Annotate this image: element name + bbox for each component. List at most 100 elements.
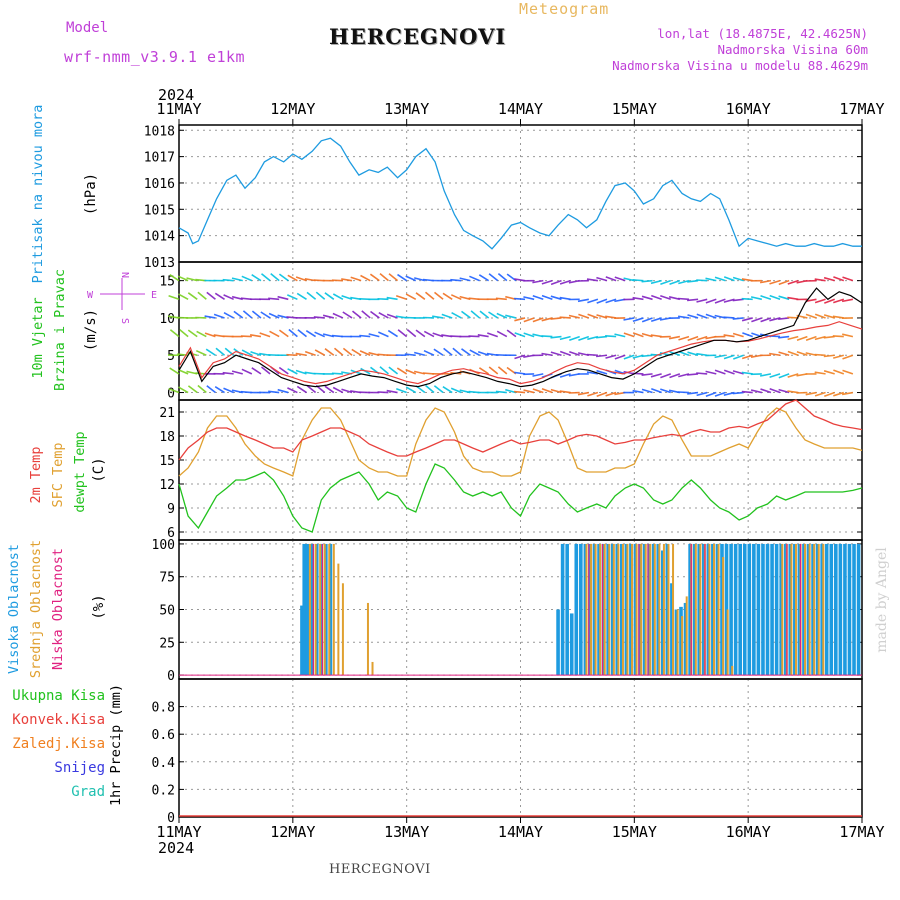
wind-arrow	[514, 297, 526, 301]
cloud-high-bar	[579, 543, 583, 676]
wind-arrow	[550, 351, 562, 357]
wind-arrow	[223, 311, 235, 319]
cloud-high-bar	[720, 543, 724, 676]
cloud-high-bar	[300, 605, 304, 676]
wind-arrow	[832, 335, 844, 338]
cloud-high-bar	[665, 543, 670, 676]
temp-title-2: SFC Temp	[50, 442, 66, 507]
wind-arrow	[714, 276, 726, 282]
wind-arrow	[842, 276, 854, 282]
wind-arrow	[206, 291, 216, 300]
watermark: made by Angel	[874, 547, 890, 653]
wind-arrow	[741, 297, 753, 301]
wind-arrow	[261, 273, 271, 282]
wind-arrow	[315, 291, 326, 300]
wind-arrow	[204, 332, 216, 338]
ytick-label: 0.4	[152, 756, 176, 771]
wind-title-1: 10m Vjetar	[30, 297, 46, 378]
wind-arrow	[459, 277, 471, 282]
wind-arrow	[541, 352, 553, 357]
wind-arrow	[450, 294, 462, 301]
wind-arrow	[605, 354, 617, 359]
wind-arrow	[406, 328, 417, 338]
wind-arrow	[333, 347, 344, 356]
ytick-label: 10	[159, 312, 175, 327]
wind-arrow	[559, 335, 571, 341]
x-label-top: 14MAY	[498, 100, 543, 118]
wind-arrow	[296, 385, 307, 394]
wind-arrow	[660, 295, 672, 301]
wind-unit: (m/s)	[83, 309, 99, 351]
wind-arrow	[732, 298, 744, 302]
cloud-high-bar	[569, 613, 574, 676]
wind-arrow	[287, 274, 298, 282]
wind-arrow	[714, 369, 726, 375]
ytick-label: 9	[167, 502, 175, 517]
cloud-mid-bar	[590, 543, 593, 676]
cloud-high-bar	[629, 543, 633, 676]
wind-arrow	[605, 298, 617, 304]
wind-arrow	[451, 311, 462, 319]
cloud-low-bar	[704, 543, 706, 676]
wind-arrow	[523, 317, 535, 323]
ytick-label: 6	[167, 526, 175, 541]
wind-arrow	[187, 329, 198, 338]
wind-arrow	[632, 296, 644, 301]
cloud-high-bar	[820, 543, 824, 676]
wind-arrow	[723, 369, 735, 375]
wind-arrow	[404, 353, 416, 357]
cloud-mid-bar	[667, 543, 670, 676]
precip-legend-item: Zaledj.Kisa	[12, 736, 105, 752]
cloud-high-bar	[715, 543, 720, 676]
wind-arrow	[824, 298, 835, 304]
cloud-high-bar	[305, 543, 310, 676]
wind-arrow	[650, 279, 662, 285]
cloud-mid-bar	[617, 543, 620, 676]
wind-arrow	[395, 295, 407, 301]
wind-arrow	[505, 314, 517, 319]
wind-arrow	[324, 348, 335, 356]
wind-arrow	[769, 373, 781, 379]
wind-arrow	[168, 295, 180, 301]
cloud-mid-bar	[608, 543, 611, 676]
wind-arrow	[213, 313, 225, 319]
cloud-mid-bar	[341, 583, 344, 676]
wind-arrow	[204, 315, 216, 319]
cloud-title-2: Srednja Oblacnost	[28, 540, 44, 678]
wind-arrow	[778, 335, 790, 339]
wind-arrow	[342, 311, 353, 319]
wind-arrow	[487, 332, 498, 338]
wind-arrow	[424, 291, 435, 300]
wind-arrow	[370, 310, 380, 319]
temp-title-1: 2m Temp	[28, 447, 44, 504]
wind-arrow	[514, 354, 526, 360]
cloud-low-bar	[601, 543, 604, 676]
cloud-high-bar	[674, 609, 679, 676]
wind-arrow	[741, 354, 753, 360]
cloud-mid-bar	[808, 543, 811, 676]
ytick-label: 15	[159, 454, 175, 469]
wind-arrow	[586, 371, 599, 375]
wind-arrow	[550, 279, 562, 286]
wind-arrow	[705, 313, 717, 319]
cloud-high-bar	[706, 543, 711, 676]
compass-n: N	[119, 272, 130, 278]
cloud-low-bar	[588, 543, 590, 676]
x-label-bottom: 17MAY	[839, 823, 884, 841]
cloud-high-bar	[601, 543, 606, 676]
wind-arrow	[268, 297, 280, 301]
wind-arrow	[359, 350, 371, 356]
cloud-unit: (%)	[91, 594, 107, 619]
wind-arrow	[341, 388, 353, 394]
wind-arrow	[177, 368, 189, 375]
cloud-low-bar	[321, 543, 324, 676]
wind-arrow	[352, 310, 362, 319]
wind-arrow	[614, 354, 626, 360]
wind-arrow	[497, 272, 508, 282]
wind-arrow	[759, 373, 772, 377]
cloud-mid-bar	[658, 543, 661, 676]
wind-arrow	[324, 385, 335, 394]
wind-arrow	[568, 314, 580, 319]
cloud-mid-bar	[653, 543, 656, 676]
dewpoint-line	[178, 463, 863, 533]
